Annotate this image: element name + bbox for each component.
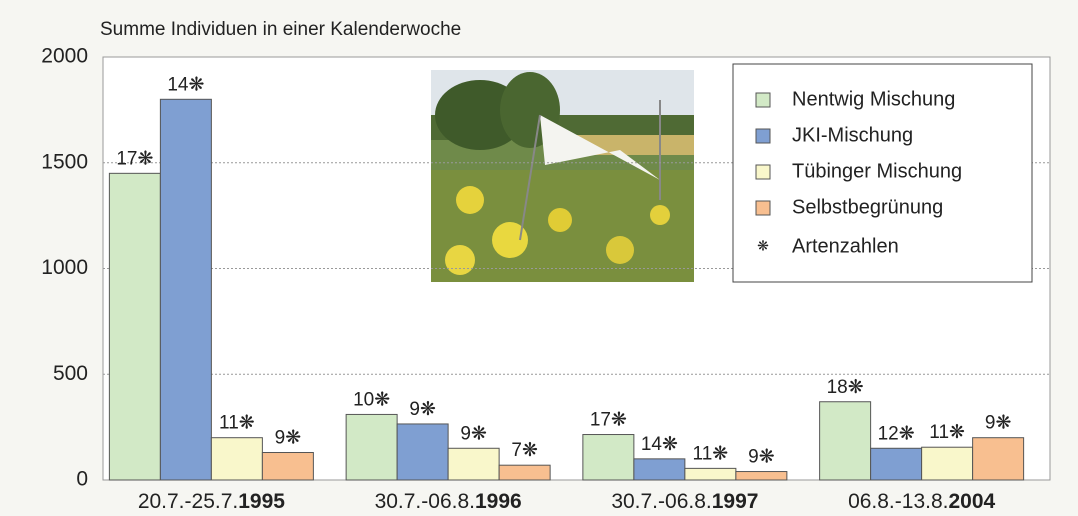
species-label: 11❋ bbox=[693, 443, 729, 464]
y-tick-label: 0 bbox=[76, 468, 88, 491]
species-label: 11❋ bbox=[929, 422, 965, 443]
x-tick-label: 30.7.-06.8.1996 bbox=[375, 490, 522, 513]
category-range: 30.7.-06.8. bbox=[611, 490, 711, 513]
bar bbox=[582, 434, 635, 481]
legend-label: JKI-Mischung bbox=[792, 124, 913, 146]
legend-swatch bbox=[755, 164, 771, 180]
category-year: 2004 bbox=[948, 490, 995, 513]
y-tick-label: 1500 bbox=[41, 150, 88, 173]
category-year: 1995 bbox=[238, 490, 285, 513]
species-label: 9❋ bbox=[275, 428, 302, 449]
legend-label: Selbstbegrünung bbox=[792, 196, 943, 218]
bar bbox=[210, 437, 263, 481]
bar bbox=[447, 447, 500, 481]
bar bbox=[972, 437, 1025, 481]
bar bbox=[261, 452, 314, 481]
y-tick-label: 1000 bbox=[41, 256, 88, 279]
x-tick-label: 06.8.-13.8.2004 bbox=[848, 490, 995, 513]
y-tick-label: 2000 bbox=[41, 45, 88, 68]
bar bbox=[633, 458, 686, 481]
species-label: 7❋ bbox=[511, 440, 538, 461]
y-tick-label: 500 bbox=[53, 362, 88, 385]
bar bbox=[396, 423, 449, 481]
legend-symbol: ❋ bbox=[757, 238, 769, 254]
chart-title: Summe Individuen in einer Kalenderwoche bbox=[100, 19, 461, 40]
bar bbox=[684, 467, 737, 481]
photo bbox=[431, 70, 694, 282]
species-label: 18❋ bbox=[827, 377, 864, 398]
bar bbox=[345, 413, 398, 481]
category-year: 1996 bbox=[475, 490, 522, 513]
species-label: 9❋ bbox=[985, 413, 1012, 434]
species-label: 9❋ bbox=[748, 447, 775, 468]
species-label: 14❋ bbox=[641, 434, 678, 455]
legend-box bbox=[732, 63, 1033, 283]
species-label: 10❋ bbox=[353, 389, 390, 410]
category-range: 20.7.-25.7. bbox=[138, 490, 238, 513]
bar bbox=[870, 447, 923, 481]
species-label: 9❋ bbox=[409, 399, 436, 420]
legend-label: Tübinger Mischung bbox=[792, 160, 962, 182]
legend-label: Nentwig Mischung bbox=[792, 88, 955, 110]
legend-swatch bbox=[755, 128, 771, 144]
bar bbox=[159, 98, 212, 481]
x-tick-label: 30.7.-06.8.1997 bbox=[611, 490, 758, 513]
species-label: 9❋ bbox=[460, 423, 487, 444]
bar bbox=[108, 172, 161, 481]
bar bbox=[498, 464, 551, 481]
bar bbox=[921, 446, 974, 481]
category-year: 1997 bbox=[712, 490, 759, 513]
bar bbox=[735, 471, 788, 481]
species-label: 11❋ bbox=[219, 413, 255, 434]
legend-swatch bbox=[755, 200, 771, 216]
species-label: 17❋ bbox=[116, 148, 153, 169]
species-label: 17❋ bbox=[590, 410, 627, 431]
legend-swatch bbox=[755, 92, 771, 108]
category-range: 06.8.-13.8. bbox=[848, 490, 948, 513]
legend-label: Artenzahlen bbox=[792, 235, 899, 257]
x-tick-label: 20.7.-25.7.1995 bbox=[138, 490, 285, 513]
species-label: 12❋ bbox=[878, 423, 915, 444]
category-range: 30.7.-06.8. bbox=[375, 490, 475, 513]
bar bbox=[819, 401, 872, 481]
species-label: 14❋ bbox=[167, 74, 204, 95]
